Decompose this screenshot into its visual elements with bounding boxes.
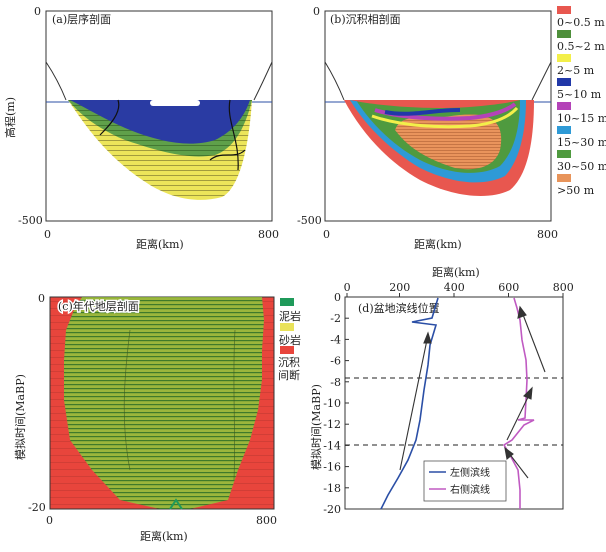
panel-d-y-tick-label: -18 (323, 482, 341, 495)
panel-a-y-label: 高程(m) (3, 97, 17, 138)
panel-d-y-tick-label: -4 (330, 333, 341, 346)
panel-b-legend: 0~0.5 m 0.5~2 m 2~5 m 5~10 m 10~15 m 15~… (557, 6, 606, 197)
panel-a-x-right: 800 (258, 228, 279, 241)
panel-a-terrain (45, 61, 273, 101)
panel-b-facies-orange (395, 114, 502, 170)
panel-b-facies-yellow (371, 106, 519, 129)
panel-b-x-left: 0 (323, 228, 330, 241)
panel-b-facies-blue (384, 108, 461, 116)
legend-text-5: 15~30 m (557, 136, 606, 149)
legend-c-swatch-1 (280, 323, 294, 331)
panel-c-x-right: 800 (256, 514, 277, 527)
legend-swatch-4 (557, 102, 571, 110)
legend-swatch-5 (557, 126, 571, 134)
panel-a-sequence-lines (99, 99, 246, 171)
panel-a-y-top: 0 (34, 5, 41, 18)
legend-swatch-0 (557, 6, 571, 14)
panel-a-y-bottom: -500 (18, 214, 43, 227)
panel-d-x-ticks: 0 200 400 600 800 (344, 281, 574, 297)
panel-c: (c)年代地层剖面 0 -20 模拟时间(MaBP) 0 800 距离(km) (13, 292, 277, 543)
panel-a-label: (a)层序剖面 (52, 12, 111, 26)
panel-d-x-tick-label: 800 (553, 281, 574, 294)
panel-b-facies-top (350, 100, 520, 108)
panel-d-y-label: 模拟时间(MaBP) (309, 384, 323, 470)
panel-d-legend-box (423, 460, 507, 502)
legend-c-text-2: 沉积间断 (278, 356, 300, 382)
legend-c-text-0: 泥岩 (279, 309, 301, 323)
legend-swatch-2 (557, 54, 571, 62)
panel-d-legend-left: 左侧滨线 (450, 466, 490, 479)
panel-c-x-label: 距离(km) (140, 529, 188, 543)
panel-c-y-label: 模拟时间(MaBP) (13, 374, 27, 460)
panel-a-x-label: 距离(km) (136, 237, 184, 251)
legend-c-swatch-0 (280, 298, 294, 306)
panel-d-y-ticks: 0 -2 -4 -6 -8 -10 -12 -14 -16 -18 -20 (323, 291, 349, 516)
panel-a: (a)层序剖面 0 -500 高程(m) 0 800 距离(km) (3, 5, 279, 251)
panel-c-legend: 泥岩 砂岩 沉积间断 (278, 298, 301, 382)
panel-c-strata-line (123, 329, 236, 481)
panel-b-label: (b)沉积相剖面 (330, 12, 401, 26)
panel-c-label: (c)年代地层剖面 (58, 299, 139, 313)
panel-d: 距离(km) 0 200 400 600 800 0 -2 -4 -6 -8 -10 -12 -14 -… (309, 265, 574, 516)
panel-c-x-left: 0 (46, 514, 53, 527)
panel-b: (b)沉积相剖面 0 -500 0 800 距离(km) (297, 5, 558, 251)
legend-swatch-1 (557, 30, 571, 38)
panel-d-y-tick-label: -12 (323, 418, 341, 431)
legend-c-swatch-2 (280, 346, 294, 354)
panel-c-y-top: 0 (38, 292, 45, 305)
panel-b-terrain (324, 61, 552, 101)
panel-d-left-shoreline (380, 297, 439, 510)
legend-text-1: 0.5~2 m (557, 40, 605, 53)
legend-text-3: 5~10 m (557, 88, 602, 101)
panel-d-y-tick-label: -8 (330, 376, 341, 389)
panel-d-x-label: 距离(km) (432, 265, 480, 279)
legend-swatch-6 (557, 150, 571, 158)
panel-a-blue-layer (70, 100, 250, 144)
panel-b-y-bottom: -500 (297, 214, 322, 227)
panel-d-x-tick-label: 400 (444, 281, 465, 294)
panel-c-strata (64, 297, 264, 509)
panel-d-arrows (399, 305, 546, 479)
panel-d-y-tick-label: -14 (323, 439, 341, 452)
panel-d-y-tick-label: -6 (330, 355, 341, 368)
panel-b-x-label: 距离(km) (414, 237, 462, 251)
legend-text-7: >50 m (557, 184, 595, 197)
panel-d-right-shoreline (502, 297, 535, 509)
legend-text-0: 0~0.5 m (557, 16, 605, 29)
panel-d-legend-right: 右侧滨线 (450, 483, 490, 496)
panel-d-x-tick-label: 0 (344, 281, 351, 294)
panel-d-y-tick-label: -16 (323, 461, 341, 474)
panel-b-x-right: 800 (537, 228, 558, 241)
panel-c-y-bottom: -20 (28, 501, 46, 514)
panel-d-label: (d)盆地滨线位置 (358, 301, 440, 315)
panel-a-lens (150, 100, 200, 106)
panel-d-x-tick-label: 200 (389, 281, 410, 294)
panel-b-y-top: 0 (313, 5, 320, 18)
panel-c-mudstone-mark (169, 498, 183, 510)
panel-d-y-tick-label: -10 (323, 397, 341, 410)
panel-d-y-tick-label: -20 (323, 503, 341, 516)
legend-swatch-7 (557, 174, 571, 182)
panel-d-y-tick-label: 0 (334, 291, 341, 304)
legend-text-6: 30~50 m (557, 160, 606, 173)
panel-d-x-tick-label: 600 (498, 281, 519, 294)
legend-swatch-3 (557, 78, 571, 86)
legend-text-4: 10~15 m (557, 112, 606, 125)
panel-a-x-left: 0 (44, 228, 51, 241)
panel-d-y-tick-label: -2 (330, 312, 341, 325)
legend-c-text-1: 砂岩 (279, 333, 301, 347)
legend-text-2: 2~5 m (557, 64, 595, 77)
